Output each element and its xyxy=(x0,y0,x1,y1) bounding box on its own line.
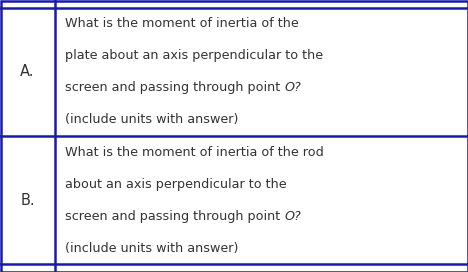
Text: A.: A. xyxy=(21,64,35,79)
Text: screen and passing through point: screen and passing through point xyxy=(65,81,285,94)
Text: plate about an axis perpendicular to the: plate about an axis perpendicular to the xyxy=(65,49,323,62)
Text: screen and passing through point: screen and passing through point xyxy=(65,210,285,223)
Text: What is the moment of inertia of the rod: What is the moment of inertia of the rod xyxy=(65,146,324,159)
Text: What is the moment of inertia of the: What is the moment of inertia of the xyxy=(65,17,299,30)
Text: B.: B. xyxy=(20,193,35,208)
Text: O?: O? xyxy=(285,81,301,94)
Text: O?: O? xyxy=(285,210,301,223)
Text: (include units with answer): (include units with answer) xyxy=(65,242,239,255)
Text: about an axis perpendicular to the: about an axis perpendicular to the xyxy=(65,178,287,191)
Text: (include units with answer): (include units with answer) xyxy=(65,113,239,126)
